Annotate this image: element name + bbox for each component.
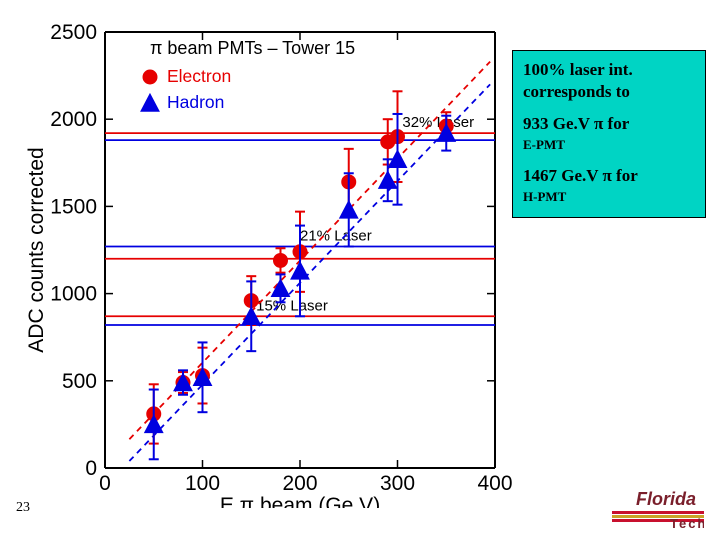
svg-text:0: 0 [85,457,97,480]
svg-text:2000: 2000 [50,108,97,131]
callout-line2: corresponds to [523,82,630,101]
svg-text:100: 100 [185,472,220,495]
florida-tech-logo: Florida Tech [612,488,704,528]
svg-text:Hadron: Hadron [167,92,224,112]
svg-text:15% Laser: 15% Laser [256,297,328,314]
svg-text:π beam PMTs – Tower 15: π beam PMTs – Tower 15 [150,38,355,58]
svg-text:1500: 1500 [50,195,97,218]
svg-text:32% Laser: 32% Laser [402,114,474,131]
svg-text:Tech: Tech [670,516,704,528]
svg-text:300: 300 [380,472,415,495]
callout-box: 100% laser int. corresponds to 933 Ge.V … [512,50,706,218]
svg-text:Florida: Florida [636,489,696,509]
callout-val2: 1467 Ge.V π for [523,166,638,185]
adc-chart: 0 100 200 300 400 0 500 1000 1500 2000 2500 π beam … [15,8,515,508]
callout-sub1: E-PMT [523,137,565,152]
svg-text:Electron: Electron [167,66,231,86]
svg-text:15%: 15% [515,235,516,252]
svg-text:200: 200 [282,472,317,495]
svg-text:0: 0 [99,472,111,495]
callout-val1: 933 Ge.V π for [523,114,629,133]
svg-text:E π beam (Ge.V): E π beam (Ge.V) [220,494,380,508]
callout-line1: 100% laser int. [523,60,633,79]
svg-text:400: 400 [477,472,512,495]
svg-text:21% Laser: 21% Laser [300,228,372,245]
page-number: 23 [16,500,30,516]
svg-text:1000: 1000 [50,283,97,306]
svg-text:2500: 2500 [50,21,97,44]
chart-svg: 0 100 200 300 400 0 500 1000 1500 2000 2500 π beam … [15,8,515,508]
svg-text:500: 500 [62,370,97,393]
svg-text:ADC counts corrected: ADC counts corrected [25,147,48,352]
callout-sub2: H-PMT [523,189,566,204]
